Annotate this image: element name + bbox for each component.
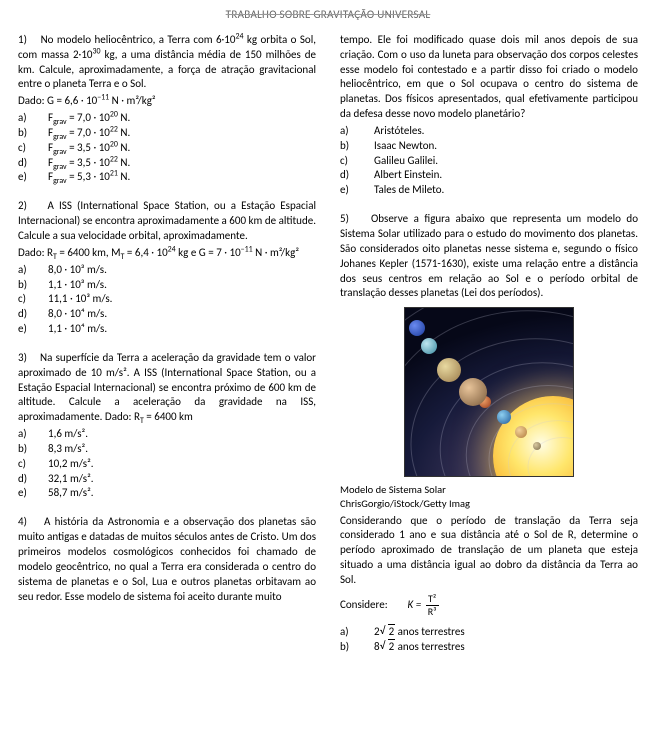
planet-icon xyxy=(459,378,487,406)
orbit-ring xyxy=(404,307,574,477)
q4-body-right: tempo. Ele foi modificado quase dois mil… xyxy=(340,33,638,122)
q3-alt-e: e)58,7 m/s². xyxy=(18,486,316,501)
content-columns: 1) No modelo heliocêntrico, a Terra com … xyxy=(18,33,638,655)
q5-alternatives: a) 22 anos terrestres b) 82 anos terrest… xyxy=(340,625,638,655)
question-1: 1) No modelo heliocêntrico, a Terra com … xyxy=(18,33,316,185)
question-5: 5) Observe a figura abaixo que represent… xyxy=(340,212,638,654)
q4-alt-c: c)Galileu Galilei. xyxy=(340,154,638,169)
q1-dado-post: N · m²/kg² xyxy=(109,94,155,107)
q2-body: A ISS (International Space Station, ou a… xyxy=(18,199,316,242)
q1-alt-e: e)Fgrav = 5,3 · 1021 N. xyxy=(18,170,316,185)
q5-formula-row: Considere: K = T² R³ xyxy=(340,594,638,617)
q3-alt-a: a)1,6 m/s². xyxy=(18,427,316,442)
q1-dado-pre: Dado: G = 6,6 · 10 xyxy=(18,94,97,107)
page-title: TRABALHO SOBRE GRAVITAÇÃO UNIVERSAL xyxy=(18,8,638,23)
k-label: K = xyxy=(408,598,422,611)
left-column: 1) No modelo heliocêntrico, a Terra com … xyxy=(18,33,316,655)
question-4-left: 4) A história da Astronomia e a observaç… xyxy=(18,515,316,604)
figure-credit: ChrisGorgio/iStock/Getty Imag xyxy=(340,497,638,511)
q5-number: 5) xyxy=(340,212,349,225)
q5-alt-a: a) 22 anos terrestres xyxy=(340,625,638,640)
q2-alt-e: e)1,1 · 10⁴ m/s. xyxy=(18,322,316,337)
q1-alternatives: a)Fgrav = 7,0 · 1020 N. b)Fgrav = 7,0 · … xyxy=(18,111,316,185)
fraction-bot: R³ xyxy=(426,606,439,617)
question-3: 3) Na superfície da Terra a aceleração d… xyxy=(18,351,316,501)
q2-alt-a: a)8,0 · 10³ m/s. xyxy=(18,263,316,278)
q5-body2: Considerando que o período de translação… xyxy=(340,514,638,588)
question-4-right: tempo. Ele foi modificado quase dois mil… xyxy=(340,33,638,198)
q1-alt-d: d)Fgrav = 3,5 · 1022 N. xyxy=(18,156,316,171)
q1-exp2: 30 xyxy=(92,46,100,56)
considere-label: Considere: xyxy=(340,598,388,611)
q3-alt-b: b)8,3 m/s². xyxy=(18,442,316,457)
q5-alt-b: b) 82 anos terrestres xyxy=(340,640,638,655)
q2-alternatives: a)8,0 · 10³ m/s. b)1,1 · 10³ m/s. c)11,1… xyxy=(18,263,316,337)
q1-body-a: No modelo heliocêntrico, a Terra com 6·1… xyxy=(41,33,236,46)
q1-alt-b: b)Fgrav = 7,0 · 1022 N. xyxy=(18,126,316,141)
q1-alt-c: c)Fgrav = 3,5 · 1020 N. xyxy=(18,141,316,156)
q2-alt-c: c)11,1 · 10³ m/s. xyxy=(18,292,316,307)
q3-alt-d: d)32,1 m/s². xyxy=(18,472,316,487)
q2-number: 2) xyxy=(18,199,27,212)
q4-alt-b: b)Isaac Newton. xyxy=(340,139,638,154)
figure-caption: Modelo de Sistema Solar xyxy=(340,483,638,497)
q3-alternatives: a)1,6 m/s². b)8,3 m/s². c)10,2 m/s². d)3… xyxy=(18,427,316,501)
q5-body: Observe a figura abaixo que representa u… xyxy=(340,212,638,299)
q1-number: 1) xyxy=(18,33,27,46)
q4-body-left: A história da Astronomia e a observação … xyxy=(18,515,316,602)
question-2: 2) A ISS (International Space Station, o… xyxy=(18,199,316,337)
right-column: tempo. Ele foi modificado quase dois mil… xyxy=(340,33,638,655)
q4-alternatives: a)Aristóteles. b)Isaac Newton. c)Galileu… xyxy=(340,124,638,198)
q4-number: 4) xyxy=(18,515,27,528)
solar-system-figure xyxy=(404,307,574,477)
q2-alt-b: b)1,1 · 10³ m/s. xyxy=(18,278,316,293)
q3-alt-c: c)10,2 m/s². xyxy=(18,457,316,472)
q1-dado-exp: −11 xyxy=(97,93,109,103)
q2-alt-d: d)8,0 · 10⁴ m/s. xyxy=(18,307,316,322)
q4-alt-a: a)Aristóteles. xyxy=(340,124,638,139)
q4-alt-e: e)Tales de Mileto. xyxy=(340,183,638,198)
q1-alt-a: a)Fgrav = 7,0 · 1020 N. xyxy=(18,111,316,126)
planet-icon xyxy=(437,358,461,382)
fraction: T² R³ xyxy=(424,594,441,617)
q3-number: 3) xyxy=(18,351,27,364)
q4-alt-d: d)Albert Einstein. xyxy=(340,168,638,183)
fraction-top: T² xyxy=(426,594,439,606)
